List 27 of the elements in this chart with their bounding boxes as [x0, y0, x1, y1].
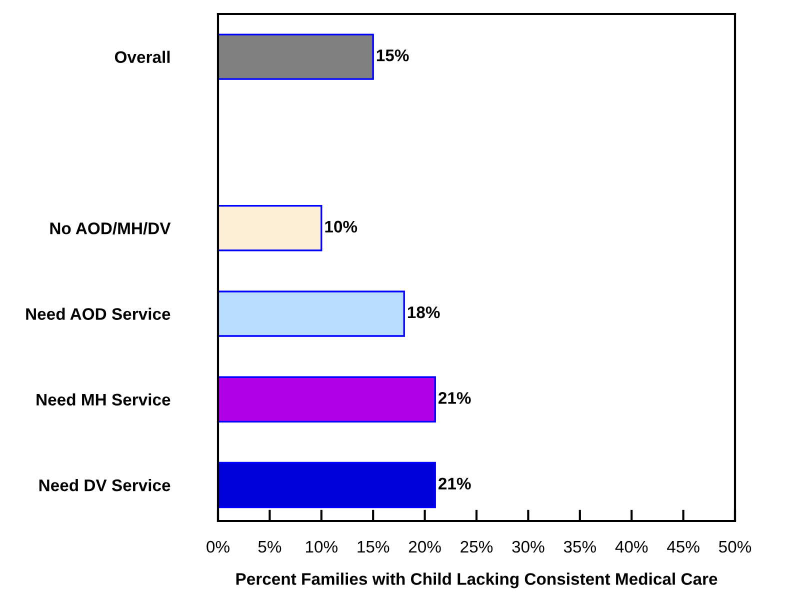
- y-tick-label: Need AOD Service: [26, 308, 170, 320]
- x-tick-label: 5%: [258, 540, 282, 553]
- x-tick-label: 45%: [667, 540, 700, 553]
- bar: [218, 34, 374, 80]
- x-tick-label: 0%: [206, 540, 230, 553]
- x-axis-title: Percent Families with Child Lacking Consistent Medical Care: [236, 572, 718, 588]
- y-tick-label: Overall: [114, 50, 170, 64]
- x-tick-label: 35%: [564, 540, 596, 553]
- x-tick-label: 40%: [615, 540, 648, 553]
- x-tick-label: 50%: [718, 540, 752, 553]
- x-tick-label: 30%: [512, 540, 544, 553]
- x-tick-label: 10%: [306, 540, 338, 553]
- x-tick-label: 15%: [358, 540, 390, 553]
- bar: [218, 290, 405, 337]
- x-tick-label: 20%: [408, 540, 441, 553]
- data-label: 21%: [438, 478, 471, 490]
- y-tick-label: No AOD/MH/DV: [50, 222, 171, 234]
- data-label: 21%: [438, 392, 471, 404]
- x-tick-label: 25%: [460, 540, 493, 553]
- bar: [218, 376, 436, 422]
- data-label: 10%: [325, 220, 358, 233]
- y-tick-label: Need MH Service: [36, 393, 170, 406]
- data-label: 15%: [376, 50, 409, 62]
- y-tick-label: Need DV Service: [39, 478, 170, 492]
- bar: [218, 205, 322, 252]
- bar: [218, 462, 436, 508]
- data-label: 18%: [408, 306, 440, 318]
